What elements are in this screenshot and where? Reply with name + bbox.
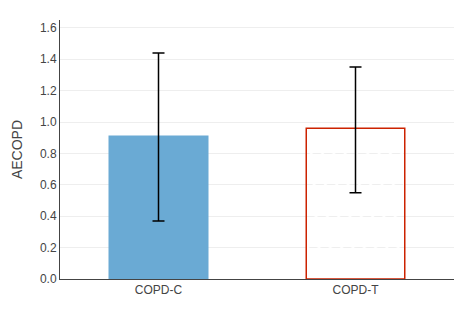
svg-text:1.6: 1.6 bbox=[40, 21, 57, 35]
svg-text:1.4: 1.4 bbox=[40, 52, 57, 66]
svg-text:0.0: 0.0 bbox=[40, 272, 57, 286]
svg-text:0.4: 0.4 bbox=[40, 209, 57, 223]
svg-text:0.8: 0.8 bbox=[40, 147, 57, 161]
svg-text:1.2: 1.2 bbox=[40, 84, 57, 98]
svg-text:COPD-T: COPD-T bbox=[333, 283, 380, 297]
svg-text:0.6: 0.6 bbox=[40, 178, 57, 192]
svg-text:AECOPD: AECOPD bbox=[9, 120, 25, 179]
svg-text:1.0: 1.0 bbox=[40, 115, 57, 129]
svg-text:COPD-C: COPD-C bbox=[135, 283, 183, 297]
svg-text:0.2: 0.2 bbox=[40, 241, 57, 255]
